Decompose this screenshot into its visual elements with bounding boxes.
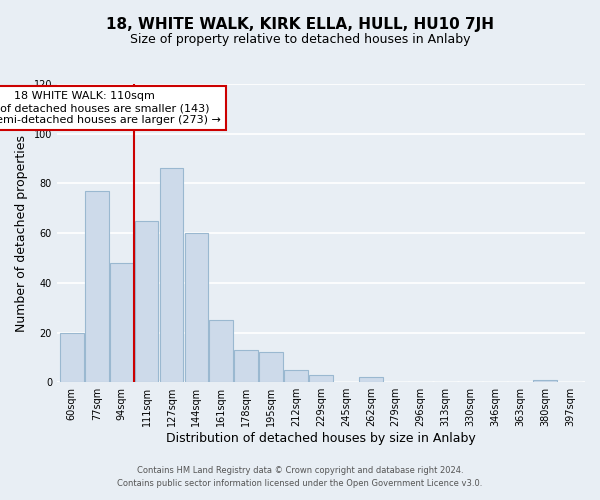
Text: Contains HM Land Registry data © Crown copyright and database right 2024.
Contai: Contains HM Land Registry data © Crown c…: [118, 466, 482, 487]
Bar: [60, 332, 83, 382]
X-axis label: Distribution of detached houses by size in Anlaby: Distribution of detached houses by size …: [166, 432, 476, 445]
Bar: [235, 350, 258, 382]
Bar: [160, 168, 184, 382]
Text: 18 WHITE WALK: 110sqm
← 34% of detached houses are smaller (143)
66% of semi-det: 18 WHITE WALK: 110sqm ← 34% of detached …: [0, 92, 221, 124]
Bar: [85, 191, 109, 382]
Bar: [533, 380, 557, 382]
Bar: [259, 352, 283, 382]
Bar: [135, 220, 158, 382]
Bar: [185, 233, 208, 382]
Bar: [359, 377, 383, 382]
Text: Size of property relative to detached houses in Anlaby: Size of property relative to detached ho…: [130, 32, 470, 46]
Text: 18, WHITE WALK, KIRK ELLA, HULL, HU10 7JH: 18, WHITE WALK, KIRK ELLA, HULL, HU10 7J…: [106, 18, 494, 32]
Bar: [309, 375, 333, 382]
Bar: [284, 370, 308, 382]
Bar: [209, 320, 233, 382]
Y-axis label: Number of detached properties: Number of detached properties: [15, 134, 28, 332]
Bar: [110, 263, 134, 382]
